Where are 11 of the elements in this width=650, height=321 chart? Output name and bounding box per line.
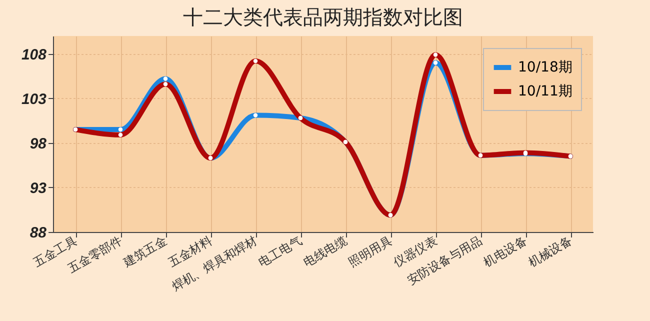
legend-label: 10/11期 xyxy=(518,84,572,100)
chart-title: 十二大类代表品两期指数对比图 xyxy=(183,5,463,29)
x-tick-label: 建筑五金 xyxy=(120,233,170,270)
x-tick-label: 机械设备 xyxy=(526,233,574,270)
y-tick-label: 98 xyxy=(30,135,48,152)
y-tick-label: 93 xyxy=(30,180,48,197)
y-tick-label: 103 xyxy=(21,90,48,108)
x-tick-label: 电工电气 xyxy=(256,233,304,270)
y-tick-label: 108 xyxy=(21,46,48,64)
legend-label: 10/18期 xyxy=(518,60,572,76)
y-tick-label: 88 xyxy=(30,224,48,242)
